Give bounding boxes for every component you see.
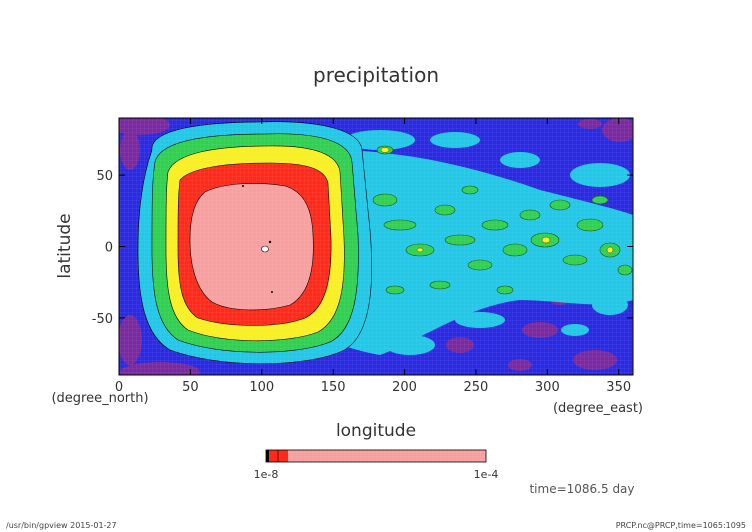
x-tick-label: 250 bbox=[464, 380, 489, 395]
colorbar-red bbox=[269, 450, 288, 462]
y-tick-label: 50 bbox=[96, 169, 113, 184]
x-tick-label: 150 bbox=[321, 380, 346, 395]
x-tick-label: 300 bbox=[535, 380, 560, 395]
x-tick-label: 200 bbox=[392, 380, 417, 395]
footer-left: /usr/bin/gpview 2015-01-27 bbox=[6, 521, 117, 530]
y-axis-label: latitude bbox=[55, 213, 75, 278]
colorbar-black bbox=[266, 450, 269, 462]
colorbar-right-label: 1e-4 bbox=[474, 468, 499, 481]
grid-overlay bbox=[119, 118, 633, 375]
colorbar: 1e-8 1e-4 bbox=[254, 449, 499, 481]
y-tick-label: 0 bbox=[105, 241, 113, 256]
x-tick-label: 350 bbox=[606, 380, 631, 395]
x-axis: 0 50 100 150 200 250 300 350 bbox=[115, 118, 631, 395]
heatmap-field bbox=[119, 118, 633, 375]
y-unit-label: (degree_north) bbox=[51, 391, 148, 406]
colorbar-frame bbox=[265, 449, 487, 463]
colorbar-left-label: 1e-8 bbox=[254, 468, 279, 481]
chart-title: precipitation bbox=[313, 63, 439, 87]
x-tick-label: 100 bbox=[249, 380, 274, 395]
x-unit-label: (degree_east) bbox=[553, 401, 643, 416]
footer-right: PRCP.nc@PRCP,time=1065:1095 bbox=[616, 521, 746, 530]
time-annotation: time=1086.5 day bbox=[529, 482, 634, 496]
x-tick-label: 50 bbox=[182, 380, 199, 395]
colorbar-pink-grid bbox=[288, 450, 486, 462]
y-axis: 50 0 -50 bbox=[92, 169, 633, 327]
x-tick-label: 0 bbox=[115, 380, 123, 395]
y-tick-label: -50 bbox=[92, 312, 113, 327]
x-axis-label: longitude bbox=[336, 421, 416, 441]
